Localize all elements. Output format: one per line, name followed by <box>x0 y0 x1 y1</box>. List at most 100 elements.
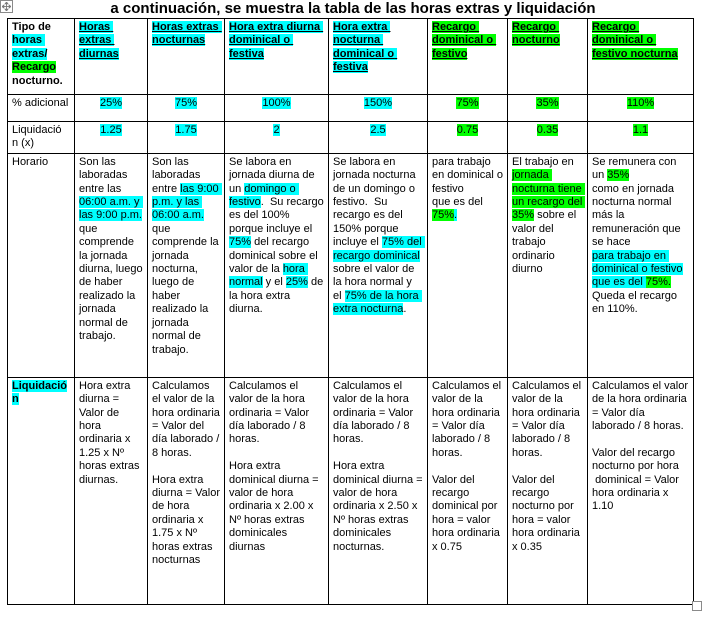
text-run: Calculamos el valor de la hora ordinaria… <box>152 379 220 567</box>
text-run: 75% de la hora extra nocturna <box>333 289 422 316</box>
factor-cell-recargo-nocturno[interactable]: 0.35 <box>507 121 588 154</box>
text-run: 25% <box>285 276 308 289</box>
header-cell-recargo-dominical[interactable]: Recargo dominical o festivo <box>427 18 508 95</box>
pct-cell-recargo-nocturno[interactable]: 35% <box>507 94 588 122</box>
liq-cell-nocturna-dominical[interactable]: Calculamos el valor de la hora ordinaria… <box>328 376 428 605</box>
text-run: de la hora extra diurna. <box>229 276 327 316</box>
text-run: y el <box>262 276 286 289</box>
text-run: Se labora en jornada diurna de un <box>229 155 318 195</box>
text-run: 75% <box>456 97 479 109</box>
text-run: que es del <box>592 276 646 289</box>
factor-cell-nocturnas[interactable]: 1.75 <box>147 121 225 154</box>
pct-cell-diurnas[interactable]: 25% <box>74 94 148 122</box>
text-run: sobre el valor de la hora normal y el <box>333 249 423 302</box>
header-cell-recargo-dominical-nocturno[interactable]: Recargo dominical o festivo nocturna <box>587 18 694 95</box>
horas-extras-table: Tipo de horas extras/ Recargo nocturno . … <box>7 18 694 605</box>
text-run: Hora extra diurna = Valor de hora ordina… <box>79 379 143 486</box>
horario-cell-recargo-nocturno[interactable]: El trabajo en jornada nocturna tiene un … <box>507 152 588 378</box>
text-run: 100% <box>262 97 291 109</box>
text-run: Recargo <box>12 61 57 74</box>
text-run: del recargo dominical sobre el valor de … <box>229 236 321 276</box>
horario-cell-nocturnas[interactable]: Son las laboradas entre las 9:00 p.m. y … <box>147 152 225 378</box>
pct-cell-recargo-dominical[interactable]: 75% <box>427 94 508 122</box>
horario-cell-diurna-dominical[interactable]: Se labora en jornada diurna de un doming… <box>224 152 329 378</box>
liq-cell-diurna-dominical[interactable]: Calculamos el valor de la hora ordinaria… <box>224 376 329 605</box>
text-run: . <box>454 209 458 222</box>
text-run: sobre el valor del trabajo ordinario diu… <box>512 209 580 276</box>
text-run: 75% <box>432 209 455 222</box>
text-run: El trabajo en <box>512 155 577 168</box>
text-run: que comprende la jornada nocturna, luego… <box>152 209 222 356</box>
text-run: Horas extras nocturnas <box>152 21 222 47</box>
text-run: Calculamos el valor de la hora ordinaria… <box>229 379 319 553</box>
text-run: Son las laboradas entre las <box>79 155 131 195</box>
header-cell-horas-extras-nocturnas[interactable]: Horas extras nocturnas <box>147 18 225 95</box>
text-run: como en jornada nocturna normal más la r… <box>592 182 681 249</box>
header-cell-hora-extra-nocturna-dominical[interactable]: Hora extra nocturna dominical o festiva <box>328 18 428 95</box>
text-run: Tipo de <box>12 21 54 33</box>
horario-cell-recargo-dominical[interactable]: para trabajo en dominical o festivo que … <box>427 152 508 378</box>
text-run: para trabajo en dominical o festivo que … <box>432 155 503 209</box>
text-run: Hora extra diurna dominical o festiva <box>229 21 324 60</box>
page-title[interactable]: a continuación, se muestra la tabla de l… <box>110 0 596 17</box>
text-run: Liquidació n <box>12 379 67 406</box>
liq-cell-diurnas[interactable]: Hora extra diurna = Valor de hora ordina… <box>74 376 148 605</box>
text-run: 1.75 <box>175 124 197 136</box>
text-run: Calculamos el valor de la hora ordinaria… <box>592 379 688 513</box>
text-run: Se labora en jornada nocturna de un domi… <box>333 155 419 249</box>
pct-cell-recargo-dominical-nocturno[interactable]: 110% <box>587 94 694 122</box>
text-run: . <box>403 303 407 316</box>
liq-cell-nocturnas[interactable]: Calculamos el valor de la hora ordinaria… <box>147 376 225 605</box>
text-run: 1.1 <box>632 124 649 136</box>
liq-cell-recargo-dominical-nocturno[interactable]: Calculamos el valor de la hora ordinaria… <box>587 376 694 605</box>
row-label-liquidacion[interactable]: Liquidació n <box>7 376 75 605</box>
table-move-handle[interactable] <box>0 0 13 13</box>
text-run: Calculamos el valor de la hora ordinaria… <box>512 379 582 553</box>
text-run: para trabajo en dominical o festivo <box>592 249 683 276</box>
text-run: 2 <box>273 124 280 136</box>
factor-cell-recargo-dominical-nocturno[interactable]: 1.1 <box>587 121 694 154</box>
text-run: 1.25 <box>100 124 122 136</box>
factor-cell-nocturna-dominical[interactable]: 2.5 <box>328 121 428 154</box>
row-label-horario[interactable]: Horario <box>7 152 75 378</box>
text-run: que comprende la jornada diurna, luego d… <box>79 209 146 343</box>
text-run: Se remunera con un <box>592 155 680 182</box>
text-run: 75% <box>229 236 252 249</box>
four-way-arrow-icon <box>2 2 11 11</box>
factor-cell-diurnas[interactable]: 1.25 <box>74 121 148 154</box>
text-run: nocturno. <box>12 61 63 87</box>
text-run: 35% <box>607 169 630 182</box>
row-label-pct-adicional[interactable]: % adicional <box>7 94 75 122</box>
table-resize-handle[interactable] <box>692 601 702 611</box>
header-cell-hora-extra-diurna-dominical[interactable]: Hora extra diurna dominical o festiva <box>224 18 329 95</box>
header-cell-tipo[interactable]: Tipo de horas extras/ Recargo nocturno. <box>7 18 75 95</box>
pct-cell-nocturna-dominical[interactable]: 150% <box>328 94 428 122</box>
text-run: Recargo nocturno <box>512 21 560 47</box>
text-run: 2.5 <box>370 124 386 136</box>
text-run: horas extras/ <box>12 34 48 60</box>
liq-cell-recargo-nocturno[interactable]: Calculamos el valor de la hora ordinaria… <box>507 376 588 605</box>
text-run: 35% <box>536 97 559 109</box>
text-run: Horas extras diurnas <box>79 21 119 60</box>
text-run: 06:00 a.m. y las 9:00 p.m. <box>79 196 143 222</box>
factor-cell-recargo-dominical[interactable]: 0.75 <box>427 121 508 154</box>
text-run: 0.35 <box>536 124 559 136</box>
text-run: Recargo dominical o festivo nocturna <box>592 21 678 60</box>
row-label-liquidacion-x[interactable]: Liquidació n (x) <box>7 121 75 154</box>
factor-cell-diurna-dominical[interactable]: 2 <box>224 121 329 154</box>
text-run: 150% <box>363 97 393 109</box>
text-run: Recargo dominical o festivo <box>432 21 497 60</box>
text-run: Queda el recargo en 110%. <box>592 289 677 316</box>
horario-cell-nocturna-dominical[interactable]: Se labora en jornada nocturna de un domi… <box>328 152 428 378</box>
liq-cell-recargo-dominical[interactable]: Calculamos el valor de la hora ordinaria… <box>427 376 508 605</box>
pct-cell-nocturnas[interactable]: 75% <box>147 94 225 122</box>
horario-cell-recargo-dominical-nocturno[interactable]: Se remunera con un 35% como en jornada n… <box>587 152 694 378</box>
horario-cell-diurnas[interactable]: Son las laboradas entre las 06:00 a.m. y… <box>74 152 148 378</box>
text-run: Calculamos el valor de la hora ordinaria… <box>333 379 423 553</box>
text-run: Calculamos el valor de la hora ordinaria… <box>432 379 502 553</box>
header-cell-horas-extras-diurnas[interactable]: Horas extras diurnas <box>74 18 148 95</box>
pct-cell-diurna-dominical[interactable]: 100% <box>224 94 329 122</box>
text-run: . Su recargo es del 100% porque incluye … <box>229 196 327 235</box>
text-run: Son las laboradas entre <box>152 155 204 195</box>
header-cell-recargo-nocturno[interactable]: Recargo nocturno <box>507 18 588 95</box>
